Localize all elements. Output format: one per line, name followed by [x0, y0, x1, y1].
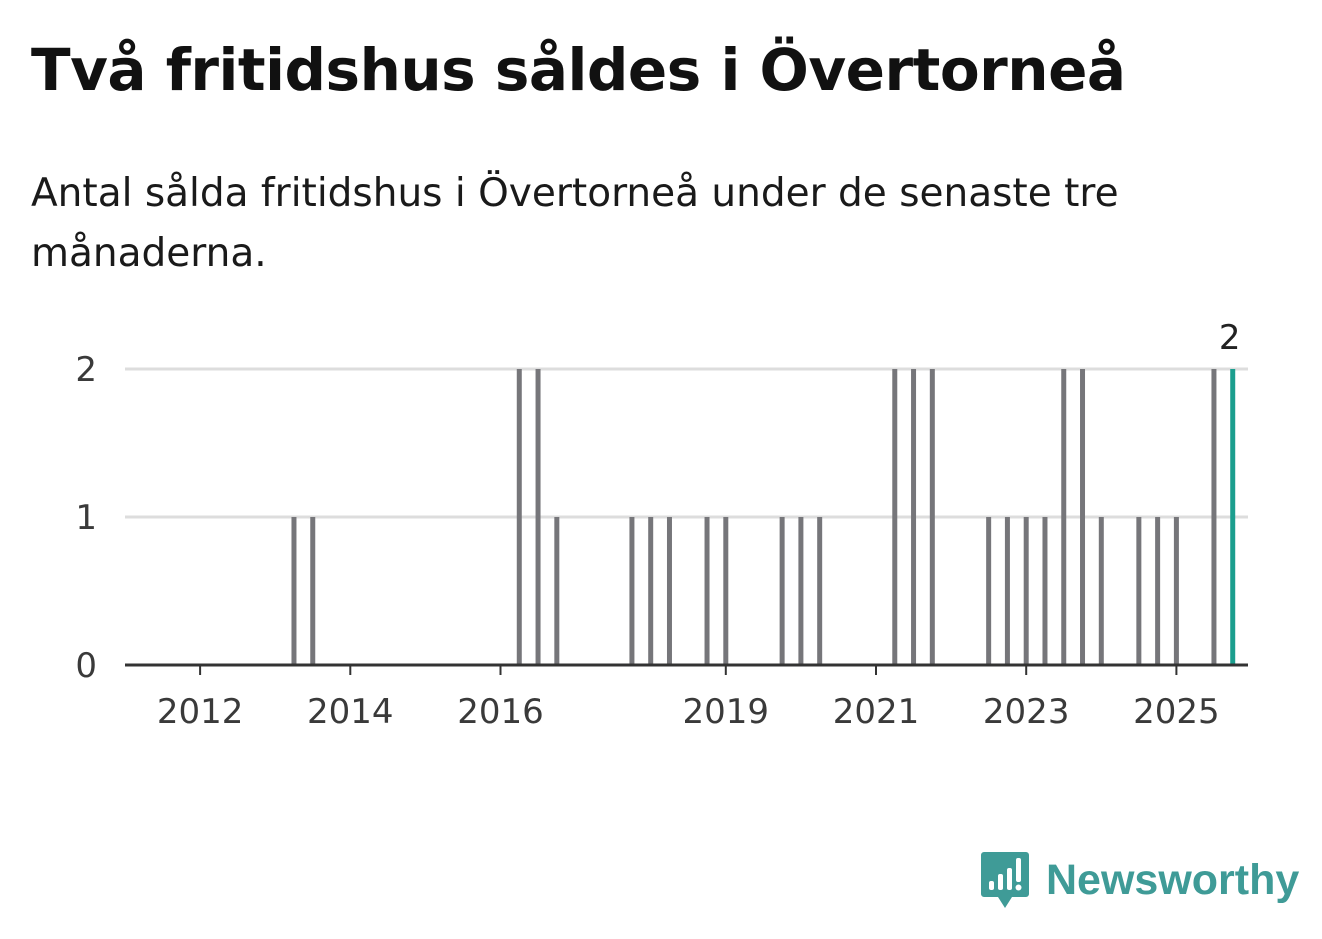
x-tick-label: 2021: [833, 692, 920, 732]
bar: [1042, 517, 1048, 665]
x-tick-label: 2025: [1133, 692, 1220, 732]
brand-name: Newsworthy: [1046, 855, 1300, 904]
bar-value-label: 2: [1219, 318, 1241, 358]
chart-title: Två fritidshus såldes i Övertorneå: [31, 36, 1126, 104]
bar: [929, 369, 935, 665]
bar: [535, 369, 541, 665]
bar: [310, 517, 316, 665]
chart-subtitle: Antal sålda fritidshus i Övertorneå unde…: [31, 171, 1119, 276]
x-tick-label: 2016: [457, 692, 544, 732]
bar: [1061, 369, 1067, 665]
x-tick-label: 2019: [683, 692, 770, 732]
bar: [1004, 517, 1010, 665]
x-tick-label: 2014: [307, 692, 394, 732]
bar: [516, 369, 522, 665]
bar: [1080, 369, 1086, 665]
bar-chart: 0 1 2 2 2012 2014 2016 2019 2021 2023 2025: [75, 318, 1248, 732]
bar: [779, 517, 785, 665]
bar: [798, 517, 804, 665]
bars: [291, 369, 1236, 665]
bar: [817, 517, 823, 665]
bar: [1155, 517, 1161, 665]
bar: [911, 369, 917, 665]
bar: [892, 369, 898, 665]
bar: [704, 517, 710, 665]
bar: [1098, 517, 1104, 665]
x-tick-label: 2023: [983, 692, 1070, 732]
bar: [291, 517, 297, 665]
y-tick-label: 0: [75, 646, 97, 686]
x-tick-label: 2012: [157, 692, 244, 732]
bar-highlight: [1230, 369, 1236, 665]
axes: 0 1 2 2 2012 2014 2016 2019 2021 2023 2025: [75, 318, 1248, 732]
bar: [648, 517, 654, 665]
bar: [986, 517, 992, 665]
bar: [1136, 517, 1142, 665]
y-tick-label: 1: [75, 498, 97, 538]
bar: [666, 517, 672, 665]
gridlines: [125, 367, 1248, 519]
bar: [1173, 517, 1179, 665]
bar: [554, 517, 560, 665]
bar: [1023, 517, 1029, 665]
bar: [629, 517, 635, 665]
y-tick-label: 2: [75, 350, 97, 390]
newsworthy-logo-icon: [981, 852, 1029, 908]
brand-logo: Newsworthy: [980, 850, 1299, 910]
bar: [1211, 369, 1217, 665]
bar: [723, 517, 729, 665]
